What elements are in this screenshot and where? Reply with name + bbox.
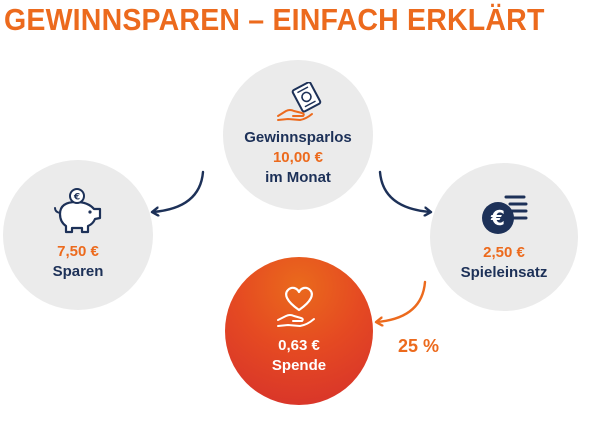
stake-label: Spieleinsatz (460, 264, 548, 281)
piggy-bank-icon: € (54, 188, 102, 234)
euro-coins-icon: € (482, 195, 528, 234)
arrow-to-savings (153, 170, 205, 212)
ticket-label: Gewinnsparlos (244, 129, 352, 146)
node-savings: € 7,50 € Sparen (3, 160, 153, 310)
node-stake: € 2,50 € Spieleinsatz (430, 163, 578, 311)
heart-hand-icon (277, 286, 315, 328)
node-donation: 0,63 € Spende (225, 257, 373, 405)
donation-amount: 0,63 € (278, 337, 320, 354)
savings-label: Sparen (52, 263, 104, 280)
svg-text:€: € (490, 206, 505, 230)
ticket-period: im Monat (265, 169, 331, 186)
donation-share-label: 25 % (398, 336, 440, 356)
arrow-to-donation (377, 280, 427, 322)
donation-label: Spende (271, 357, 327, 374)
hand-money-ticket-icon (277, 82, 322, 122)
svg-text:€: € (73, 193, 80, 203)
arrow-to-stake (378, 170, 430, 212)
page-title: GEWINNSPAREN – EINFACH ERKLÄRT (4, 2, 545, 37)
savings-amount: 7,50 € (57, 243, 99, 260)
ticket-amount: 10,00 € (272, 149, 324, 166)
node-lottery-ticket: Gewinnsparlos 10,00 € im Monat (223, 60, 373, 210)
stake-amount: 2,50 € (483, 244, 525, 261)
